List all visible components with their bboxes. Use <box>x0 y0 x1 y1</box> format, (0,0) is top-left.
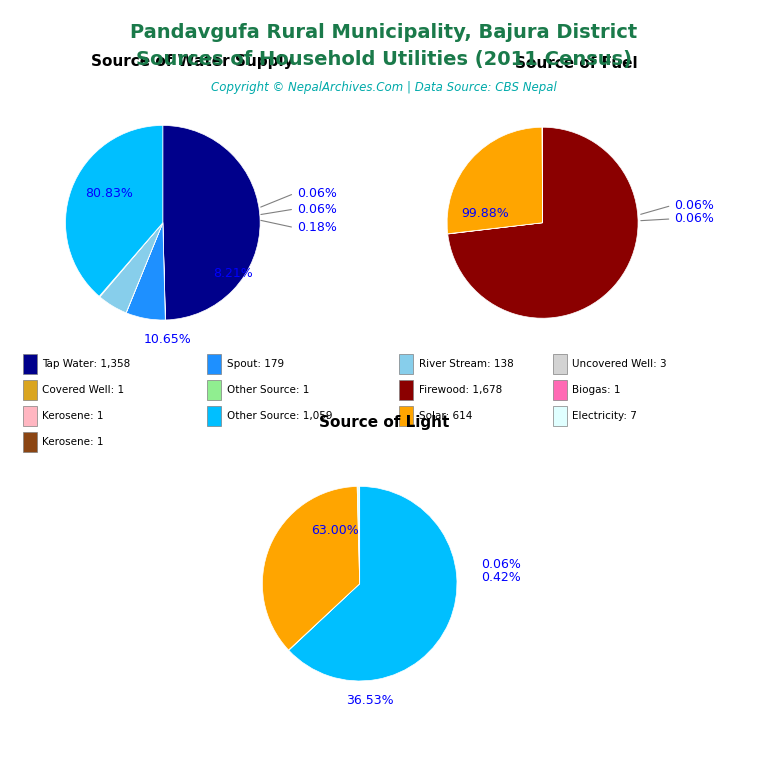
FancyBboxPatch shape <box>553 354 567 375</box>
Text: Kerosene: 1: Kerosene: 1 <box>42 437 104 447</box>
FancyBboxPatch shape <box>399 354 413 375</box>
Wedge shape <box>448 127 638 318</box>
FancyBboxPatch shape <box>207 406 221 426</box>
Text: 8.21%: 8.21% <box>213 266 253 280</box>
Wedge shape <box>289 584 359 650</box>
Text: Solar: 614: Solar: 614 <box>419 411 472 421</box>
Text: Kerosene: 1: Kerosene: 1 <box>42 411 104 421</box>
Wedge shape <box>100 223 163 313</box>
Wedge shape <box>289 486 457 681</box>
Text: 80.83%: 80.83% <box>85 187 134 200</box>
Text: 10.65%: 10.65% <box>144 333 191 346</box>
Title: Source of Water Supply: Source of Water Supply <box>91 54 293 68</box>
Wedge shape <box>163 125 260 320</box>
Title: Source of Light: Source of Light <box>319 415 449 429</box>
Text: Pandavgufa Rural Municipality, Bajura District: Pandavgufa Rural Municipality, Bajura Di… <box>131 23 637 42</box>
Text: Covered Well: 1: Covered Well: 1 <box>42 385 124 396</box>
Wedge shape <box>99 223 163 296</box>
Text: 0.06%: 0.06% <box>297 187 337 200</box>
FancyBboxPatch shape <box>207 354 221 375</box>
Wedge shape <box>126 223 163 313</box>
Wedge shape <box>65 125 163 296</box>
Wedge shape <box>163 223 165 320</box>
Text: Electricity: 7: Electricity: 7 <box>572 411 637 421</box>
Text: River Stream: 138: River Stream: 138 <box>419 359 513 369</box>
Wedge shape <box>99 223 163 297</box>
Text: 63.00%: 63.00% <box>312 524 359 537</box>
Text: Tap Water: 1,358: Tap Water: 1,358 <box>42 359 131 369</box>
Text: 0.06%: 0.06% <box>482 558 521 571</box>
FancyBboxPatch shape <box>399 406 413 426</box>
Text: Sources of Household Utilities (2011 Census): Sources of Household Utilities (2011 Cen… <box>136 50 632 69</box>
FancyBboxPatch shape <box>207 380 221 400</box>
Wedge shape <box>263 486 359 650</box>
Wedge shape <box>448 223 542 234</box>
Wedge shape <box>447 127 542 233</box>
Text: Spout: 179: Spout: 179 <box>227 359 283 369</box>
Text: 0.42%: 0.42% <box>482 571 521 584</box>
Wedge shape <box>357 486 359 584</box>
Text: 0.06%: 0.06% <box>674 199 714 212</box>
FancyBboxPatch shape <box>23 432 37 452</box>
Text: 99.88%: 99.88% <box>462 207 509 220</box>
FancyBboxPatch shape <box>23 406 37 426</box>
Text: Other Source: 1,059: Other Source: 1,059 <box>227 411 332 421</box>
Text: 0.18%: 0.18% <box>297 221 337 234</box>
FancyBboxPatch shape <box>553 380 567 400</box>
FancyBboxPatch shape <box>399 380 413 400</box>
FancyBboxPatch shape <box>23 380 37 400</box>
Text: 0.06%: 0.06% <box>297 203 337 216</box>
Wedge shape <box>126 223 165 320</box>
Text: Other Source: 1: Other Source: 1 <box>227 385 309 396</box>
Text: Biogas: 1: Biogas: 1 <box>572 385 621 396</box>
Text: 36.53%: 36.53% <box>346 694 393 707</box>
FancyBboxPatch shape <box>553 406 567 426</box>
Title: Source of Fuel: Source of Fuel <box>515 56 637 71</box>
Text: Copyright © NepalArchives.Com | Data Source: CBS Nepal: Copyright © NepalArchives.Com | Data Sou… <box>211 81 557 94</box>
FancyBboxPatch shape <box>23 354 37 375</box>
Text: 0.06%: 0.06% <box>674 213 714 225</box>
Text: Firewood: 1,678: Firewood: 1,678 <box>419 385 502 396</box>
Text: Uncovered Well: 3: Uncovered Well: 3 <box>572 359 667 369</box>
